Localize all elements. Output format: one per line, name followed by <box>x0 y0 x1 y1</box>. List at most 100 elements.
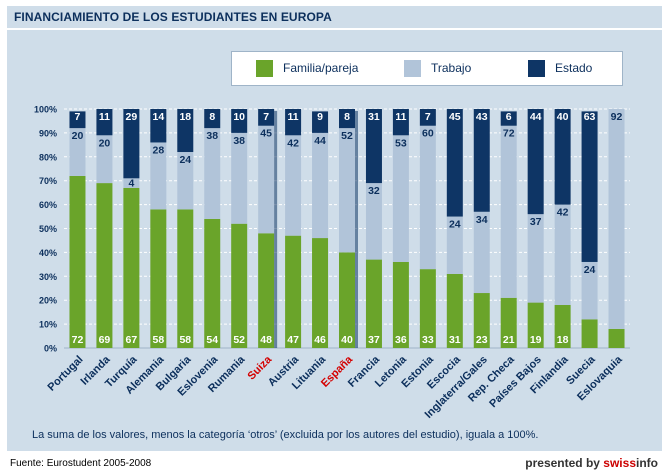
value-label: 29 <box>126 111 138 123</box>
segment-familia-pareja-portugal <box>69 175 86 348</box>
value-label: 28 <box>152 144 164 156</box>
x-tick-label: Portugal <box>46 354 86 394</box>
value-label: 40 <box>557 111 569 123</box>
bar-lituania <box>312 111 329 348</box>
value-label: 47 <box>287 334 299 346</box>
value-label: 58 <box>179 334 191 346</box>
credit-brand-swiss: swiss <box>603 456 636 470</box>
segment-estado-estonia <box>419 109 436 126</box>
title-divider <box>7 28 662 30</box>
value-label: 48 <box>260 334 272 346</box>
segment-estado-turquia <box>123 109 140 179</box>
value-label: 60 <box>422 128 434 140</box>
value-label: 58 <box>152 334 164 346</box>
highlight-shadow <box>274 111 278 348</box>
value-label: 31 <box>368 111 380 123</box>
segment-familia-pareja-paises-bajos <box>527 302 544 348</box>
y-tick-label: 100% <box>34 105 57 115</box>
legend-label-trabajo: Trabajo <box>431 61 472 75</box>
value-label: 54 <box>206 334 218 346</box>
footnote: La suma de los valores, menos la categor… <box>32 429 539 441</box>
source-text: Fuente: Eurostudent 2005-2008 <box>10 458 152 469</box>
segment-familia-pareja-estonia <box>419 269 436 348</box>
value-label: 8 <box>344 111 350 123</box>
stacked-bar-chart: 0% 10% 20% 30% 40% 50% 60% 70% 80% 90% 100% 72 20 7 Po… <box>34 105 630 421</box>
segment-familia-pareja-eslovenia <box>204 218 221 348</box>
value-label: 32 <box>368 185 380 197</box>
bar-austria <box>285 109 302 348</box>
value-label: 44 <box>314 135 326 147</box>
segment-familia-pareja-rep-checa <box>500 297 517 348</box>
legend-swatch-trabajo <box>404 60 421 77</box>
bar-irlanda <box>96 109 113 348</box>
segment-trabajo-turquia <box>123 178 140 188</box>
value-label: 18 <box>179 111 191 123</box>
y-tick-label: 20% <box>39 296 57 306</box>
segment-trabajo-eslovenia <box>204 128 221 219</box>
segment-estado-rumania <box>231 109 248 133</box>
bar-letonia <box>392 109 409 348</box>
legend-label-estado: Estado <box>555 61 593 75</box>
segment-estado-eslovenia <box>204 109 221 129</box>
segment-estado-portugal <box>69 111 86 129</box>
y-tick-label: 50% <box>39 224 57 234</box>
segment-estado-lituania <box>312 111 329 133</box>
legend-swatch-familia <box>256 60 273 77</box>
value-label: 11 <box>99 111 110 123</box>
value-label: 53 <box>395 137 407 149</box>
value-label: 46 <box>314 334 326 346</box>
value-label: 52 <box>341 130 353 142</box>
segment-trabajo-austria <box>285 135 302 236</box>
value-label: 7 <box>75 111 81 123</box>
segment-estado-suecia <box>581 111 598 262</box>
segment-familia-pareja-letonia <box>392 261 409 348</box>
segment-trabajo-letonia <box>392 135 409 262</box>
value-label: 43 <box>476 111 488 123</box>
credit-brand-info: info <box>636 456 658 470</box>
segment-trabajo-alemania <box>150 142 167 210</box>
value-label: 40 <box>341 334 353 346</box>
bar-alemania <box>150 109 167 348</box>
bar-eslovaquia <box>608 109 625 348</box>
bar-bulgaria <box>177 109 194 348</box>
bar-finlandia <box>554 109 571 348</box>
segment-trabajo-espana <box>339 128 355 253</box>
bar-turquia <box>123 109 140 348</box>
segment-trabajo-finlandia <box>554 204 571 305</box>
segment-estado-letonia <box>392 109 409 136</box>
value-label: 38 <box>206 130 218 142</box>
segment-familia-pareja-inglaterra-gales <box>473 293 490 348</box>
legend-label-familia: Familia/pareja <box>283 61 359 75</box>
value-label: 24 <box>584 264 596 276</box>
value-label: 45 <box>449 111 461 123</box>
bar-rumania <box>231 109 248 348</box>
segment-estado-paises-bajos <box>527 109 544 215</box>
value-label: 10 <box>233 111 245 123</box>
value-label: 92 <box>611 111 623 123</box>
value-label: 19 <box>530 334 542 346</box>
y-tick-label: 0% <box>44 344 57 354</box>
segment-familia-pareja-austria <box>285 235 302 348</box>
bar-espana <box>339 109 355 348</box>
segment-trabajo-suecia <box>581 261 598 320</box>
segment-estado-espana <box>339 109 355 129</box>
bar-eslovenia <box>204 109 221 348</box>
chart-title: FINANCIAMIENTO DE LOS ESTUDIANTES EN EUR… <box>14 10 332 24</box>
segment-familia-pareja-alemania <box>150 209 167 348</box>
segment-trabajo-estonia <box>419 125 436 270</box>
segment-trabajo-irlanda <box>96 135 113 184</box>
segment-familia-pareja-rumania <box>231 223 248 348</box>
segment-trabajo-portugal <box>69 128 86 176</box>
bar-escocia <box>446 109 463 348</box>
y-tick-label: 90% <box>39 128 57 138</box>
y-tick-label: 30% <box>39 272 57 282</box>
value-label: 24 <box>179 154 191 166</box>
value-label: 38 <box>233 135 245 147</box>
presented-by-credit: presented by swissinfo <box>525 456 658 470</box>
segment-estado-irlanda <box>96 109 113 136</box>
segment-trabajo-eslovaquia <box>608 109 625 329</box>
value-label: 69 <box>99 334 111 346</box>
segment-trabajo-escocia <box>446 216 463 274</box>
segment-trabajo-paises-bajos <box>527 214 544 303</box>
value-label: 44 <box>530 111 542 123</box>
